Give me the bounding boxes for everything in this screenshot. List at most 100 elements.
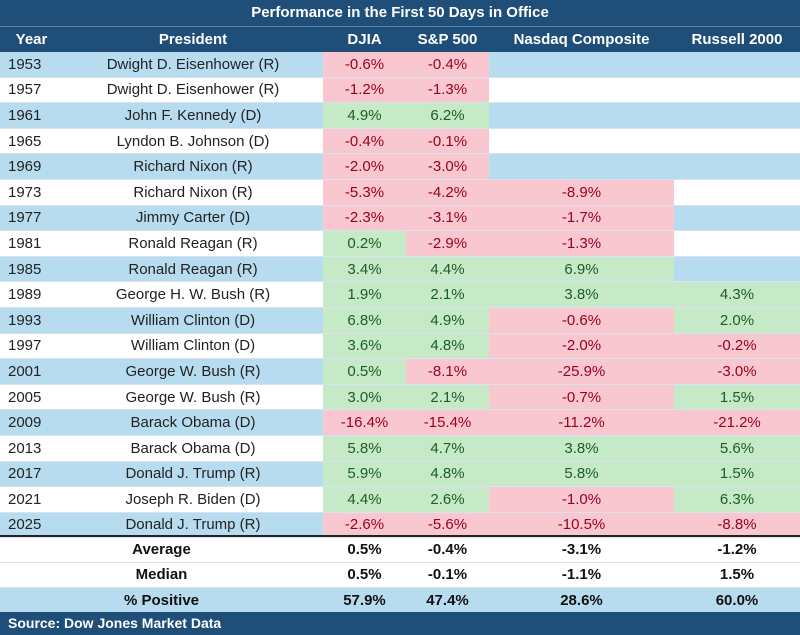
header-russell: Russell 2000 [691, 31, 783, 48]
table-row: 1969 Richard Nixon (R) -2.0% -3.0% [0, 154, 800, 180]
sp500-cell: -1.3% [406, 77, 489, 103]
summary-nasdaq: -1.1% [489, 563, 674, 588]
header-djia: DJIA [347, 31, 382, 48]
year-cell: 1997 [8, 337, 42, 355]
djia-cell: -16.4% [323, 410, 406, 435]
sp500-cell: 4.4% [406, 256, 489, 282]
nasdaq-cell [489, 52, 674, 77]
president-cell: Dwight D. Eisenhower (R) [106, 55, 280, 73]
russell-cell [674, 180, 800, 205]
summary-sp500: 47.4% [406, 588, 489, 614]
summary-label: % Positive [0, 588, 323, 614]
russell-cell [674, 257, 800, 282]
table-row: 2021 Joseph R. Biden (D) 4.4% 2.6% -1.0% 6.3% [0, 487, 800, 513]
sp500-cell: -5.6% [406, 512, 489, 538]
president-cell: Richard Nixon (R) [133, 183, 253, 201]
table-row: 1981 Ronald Reagan (R) 0.2% -2.9% -1.3% [0, 231, 800, 257]
sp500-cell: -2.9% [406, 231, 489, 256]
summary-russell: 60.0% [674, 588, 800, 614]
russell-cell: 1.5% [674, 384, 800, 410]
table-row: 2013 Barack Obama (D) 5.8% 4.7% 3.8% 5.6% [0, 435, 800, 462]
table-row: 1953 Dwight D. Eisenhower (R) -0.6% -0.4% [0, 52, 800, 78]
president-cell: George W. Bush (R) [125, 362, 261, 380]
year-cell: 2013 [8, 439, 42, 457]
nasdaq-cell: -1.0% [489, 487, 674, 512]
president-cell: William Clinton (D) [130, 311, 256, 329]
header-year: Year [15, 31, 48, 48]
table-row: 2009 Barack Obama (D) -16.4% -15.4% -11.2% -2… [0, 410, 800, 436]
year-cell: 1969 [8, 158, 42, 176]
president-cell: Barack Obama (D) [130, 414, 256, 432]
president-cell: George H. W. Bush (R) [115, 286, 271, 304]
table-title: Performance in the First 50 Days in Offi… [0, 0, 800, 26]
sp500-cell: -8.1% [406, 359, 489, 384]
russell-cell: 4.3% [674, 282, 800, 307]
year-cell: 1957 [8, 81, 42, 99]
russell-cell: 6.3% [674, 487, 800, 512]
nasdaq-cell: -25.9% [489, 359, 674, 384]
nasdaq-cell: -8.9% [489, 179, 674, 205]
russell-cell: -0.2% [674, 333, 800, 359]
russell-cell [674, 154, 800, 179]
summary-sp500: -0.1% [406, 563, 489, 588]
sp500-cell: 2.6% [406, 487, 489, 512]
president-cell: Ronald Reagan (R) [128, 234, 258, 252]
djia-cell: 0.5% [323, 359, 406, 384]
sp500-cell: -4.2% [406, 179, 489, 205]
table-body: 1953 Dwight D. Eisenhower (R) -0.6% -0.4% 19… [0, 52, 800, 539]
nasdaq-cell: -0.6% [489, 307, 674, 333]
table-row: 2025 Donald J. Trump (R) -2.6% -5.6% -10.5% -… [0, 512, 800, 539]
year-cell: 1993 [8, 311, 42, 329]
source-footer: Source: Dow Jones Market Data [0, 612, 800, 635]
sp500-cell: 2.1% [406, 384, 489, 410]
russell-cell [674, 231, 800, 256]
table-row: 1961 John F. Kennedy (D) 4.9% 6.2% [0, 103, 800, 129]
nasdaq-cell: 3.8% [489, 435, 674, 461]
summary-nasdaq: 28.6% [489, 588, 674, 614]
president-cell: Dwight D. Eisenhower (R) [106, 81, 280, 99]
summary-label: Average [0, 537, 323, 563]
djia-cell: 6.8% [323, 307, 406, 333]
nasdaq-cell [489, 154, 674, 179]
year-cell: 2021 [8, 490, 42, 508]
table-row: 1965 Lyndon B. Johnson (D) -0.4% -0.1% [0, 128, 800, 155]
summary-row: Median 0.5% -0.1% -1.1% 1.5% [0, 563, 800, 588]
summary-russell: -1.2% [674, 537, 800, 563]
djia-cell: 4.4% [323, 487, 406, 512]
russell-cell: 5.6% [674, 435, 800, 461]
sp500-cell: -3.1% [406, 205, 489, 231]
nasdaq-cell: 6.9% [489, 256, 674, 282]
year-cell: 1953 [8, 55, 42, 73]
table-row: 2017 Donald J. Trump (R) 5.9% 4.8% 5.8% 1.5% [0, 461, 800, 488]
djia-cell: -5.3% [323, 179, 406, 205]
year-cell: 2005 [8, 388, 42, 406]
header-president: President [158, 31, 228, 48]
djia-cell: 0.2% [323, 231, 406, 256]
table-row: 1993 William Clinton (D) 6.8% 4.9% -0.6% 2.0% [0, 307, 800, 334]
summary-section: Average 0.5% -0.4% -3.1% -1.2% Median 0.5% -0.1… [0, 535, 800, 614]
summary-label: Median [0, 563, 323, 588]
year-cell: 1981 [8, 234, 42, 252]
table-row: 2005 George W. Bush (R) 3.0% 2.1% -0.7% 1.5% [0, 384, 800, 411]
djia-cell: 5.8% [323, 435, 406, 461]
summary-djia: 57.9% [323, 588, 406, 614]
nasdaq-cell: -11.2% [489, 410, 674, 435]
president-cell: Lyndon B. Johnson (D) [116, 132, 270, 150]
year-cell: 1961 [8, 106, 42, 124]
djia-cell: 5.9% [323, 461, 406, 487]
summary-sp500: -0.4% [406, 537, 489, 563]
president-cell: Barack Obama (D) [130, 439, 256, 457]
nasdaq-cell: -1.7% [489, 205, 674, 231]
russell-cell: -8.8% [674, 512, 800, 538]
sp500-cell: 6.2% [406, 103, 489, 128]
president-cell: Ronald Reagan (R) [128, 260, 258, 278]
president-cell: George W. Bush (R) [125, 388, 261, 406]
year-cell: 2001 [8, 362, 42, 380]
djia-cell: -0.4% [323, 128, 406, 154]
djia-cell: 4.9% [323, 103, 406, 128]
table-row: 2001 George W. Bush (R) 0.5% -8.1% -25.9% -3.… [0, 359, 800, 385]
sp500-cell: 4.9% [406, 307, 489, 333]
summary-russell: 1.5% [674, 563, 800, 588]
president-cell: John F. Kennedy (D) [124, 106, 262, 124]
